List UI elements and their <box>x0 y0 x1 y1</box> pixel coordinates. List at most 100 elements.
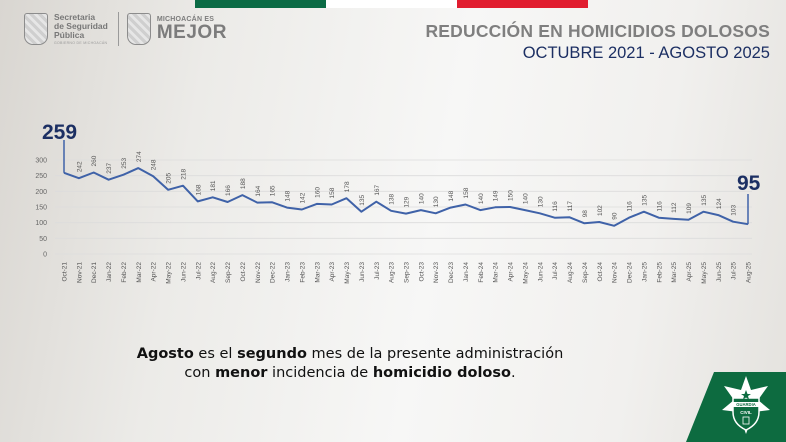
data-label: 102 <box>597 205 604 216</box>
x-tick-label: Dec-24 <box>627 262 634 283</box>
data-label: 205 <box>166 173 173 184</box>
x-tick-label: Oct-22 <box>240 262 247 282</box>
y-tick-label: 300 <box>35 158 47 165</box>
data-label: 178 <box>344 181 351 192</box>
data-label: 135 <box>701 194 708 205</box>
x-tick-label: Jun-23 <box>359 262 366 282</box>
data-label: 140 <box>478 193 485 204</box>
data-label: 138 <box>389 194 396 205</box>
x-tick-label: Jul-24 <box>552 262 559 280</box>
data-label: 117 <box>567 201 574 212</box>
caption-text: incidencia de <box>267 365 373 381</box>
ssp-line3: Pública <box>54 29 85 40</box>
data-label: 160 <box>314 187 321 198</box>
x-tick-label: Mar-25 <box>671 262 678 283</box>
guardia-civil-badge-icon: GUARDIA CIVIL <box>722 376 770 434</box>
x-tick-label: May-23 <box>344 262 351 284</box>
caption-text: . <box>510 365 516 381</box>
ssp-line2: de Seguridad <box>54 20 108 31</box>
data-label: 181 <box>210 180 217 191</box>
x-tick-label: Dec-23 <box>448 262 455 283</box>
x-tick-label: Aug-23 <box>389 262 396 283</box>
data-label: 103 <box>731 204 738 215</box>
caption-word-homicidio: homicidio doloso <box>372 365 511 381</box>
y-tick-label: 200 <box>35 189 47 196</box>
x-tick-label: Oct-21 <box>62 262 69 282</box>
data-label: 188 <box>240 178 247 189</box>
x-tick-label: Feb-25 <box>656 262 663 283</box>
x-tick-label: Nov-23 <box>433 262 440 283</box>
flag-green <box>195 0 326 8</box>
data-label: 98 <box>582 210 589 218</box>
data-label: 274 <box>136 151 143 162</box>
data-label: 112 <box>671 202 678 213</box>
x-tick-label: Jul-25 <box>731 262 738 280</box>
michoacan-coat-of-arms-icon <box>126 13 151 45</box>
x-tick-label: Nov-24 <box>612 262 619 283</box>
x-tick-label: Aug-24 <box>567 262 574 283</box>
data-label: 158 <box>329 187 336 198</box>
ssp-logo: Secretaria de Seguridad Pública GOBIERNO… <box>54 11 108 46</box>
x-tick-label: Apr-22 <box>151 262 158 282</box>
x-tick-label: Jan-22 <box>106 262 113 282</box>
mexican-flag-bar <box>195 0 588 8</box>
data-label: 150 <box>508 190 515 201</box>
state-coat-of-arms-icon <box>24 13 48 45</box>
data-label: 130 <box>433 196 440 207</box>
data-label: 148 <box>285 190 292 201</box>
x-tick-label: Jun-25 <box>716 262 723 282</box>
data-label: 248 <box>151 159 158 170</box>
caption-word-segundo: segundo <box>237 346 307 362</box>
x-tick-label: Mar-24 <box>493 262 500 283</box>
data-label: 164 <box>255 185 262 196</box>
data-label: 109 <box>686 203 693 214</box>
caption: Agosto es el segundo mes de la presente … <box>0 345 700 383</box>
x-tick-label: Oct-24 <box>597 262 604 282</box>
x-tick-label: Nov-21 <box>76 262 83 283</box>
data-label: 218 <box>180 168 187 179</box>
x-tick-label: Apr-24 <box>508 262 515 282</box>
svg-text:CIVIL: CIVIL <box>740 410 752 415</box>
x-tick-label: Nov-22 <box>255 262 262 283</box>
caption-line-2: con menor incidencia de homicidio doloso… <box>0 364 700 383</box>
x-tick-label: Feb-23 <box>299 262 306 283</box>
x-tick-label: Jul-23 <box>374 262 381 280</box>
x-tick-label: Sep-23 <box>404 262 411 283</box>
x-tick-label: Jul-22 <box>195 262 202 280</box>
data-label: 116 <box>627 201 634 212</box>
caption-text: con <box>184 365 216 381</box>
data-label: 140 <box>418 193 425 204</box>
x-tick-label: Feb-22 <box>121 262 128 283</box>
ssp-subtitle: GOBIERNO DE MICHOACÁN <box>54 40 108 45</box>
michoacan-es-mejor-logo: MICHOACÁN ES MEJOR <box>157 16 227 42</box>
data-label: 158 <box>463 187 470 198</box>
flag-red <box>457 0 588 8</box>
caption-text: mes de la presente administración <box>306 346 564 362</box>
data-line <box>63 167 749 227</box>
svg-text:GUARDIA: GUARDIA <box>736 402 756 407</box>
header-logos: Secretaria de Seguridad Pública GOBIERNO… <box>24 12 227 46</box>
logo-divider <box>117 12 119 46</box>
data-label: 142 <box>299 192 306 203</box>
data-label: 242 <box>76 161 83 172</box>
x-tick-label: Aug-22 <box>210 262 217 283</box>
y-tick-label: 150 <box>35 205 47 212</box>
x-tick-label: Jan-25 <box>641 262 648 282</box>
homicide-line-chart: 0 50 100 150 200 250 300 Oct-21 242 Nov-21 260 Dec-… <box>35 121 761 284</box>
annotation-end-value: 95 <box>737 172 761 195</box>
data-label: 135 <box>359 194 366 205</box>
data-label: 165 <box>270 185 277 196</box>
x-tick-label: Sep-24 <box>582 262 589 283</box>
x-tick-label: Jan-24 <box>463 262 470 282</box>
x-tick-label: Feb-24 <box>478 262 485 283</box>
data-label: 116 <box>552 201 559 212</box>
flag-white <box>326 0 457 8</box>
ssp-line1: Secretaria <box>54 11 96 22</box>
x-tick-label: Dec-21 <box>91 262 98 283</box>
caption-line-1: Agosto es el segundo mes de la presente … <box>0 345 700 364</box>
data-label: 168 <box>195 184 202 195</box>
michoacan-logo-big: MEJOR <box>156 22 227 43</box>
annotation-start-value: 259 <box>42 121 77 144</box>
x-tick-label: May-25 <box>701 262 708 284</box>
data-label: 148 <box>448 190 455 201</box>
